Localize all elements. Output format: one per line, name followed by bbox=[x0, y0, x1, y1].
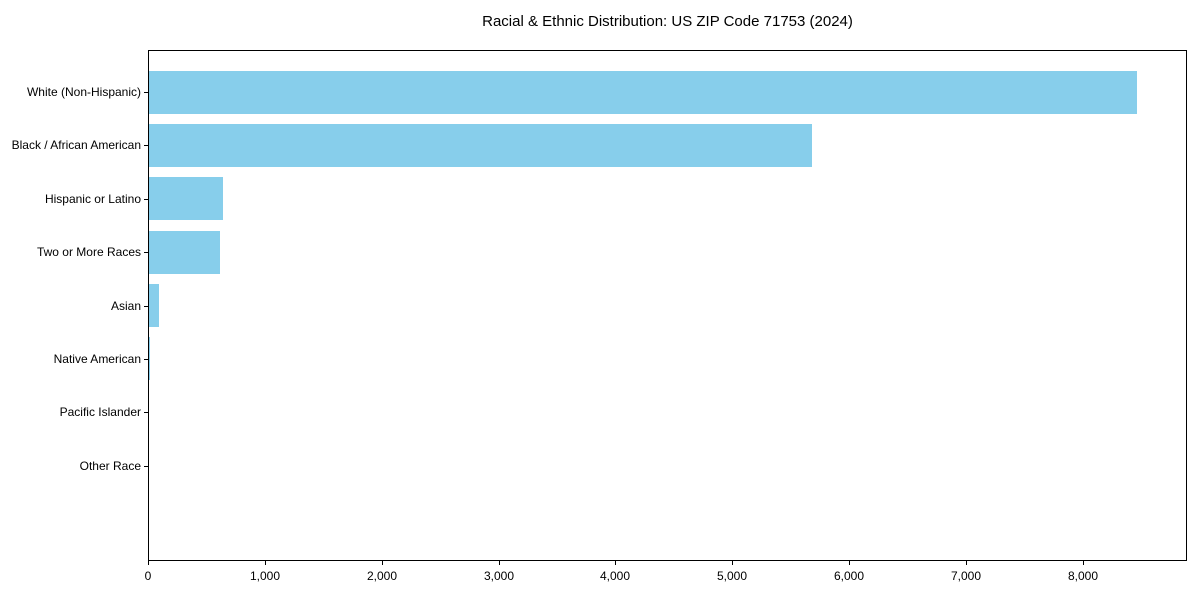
x-axis-label-7-000: 7,000 bbox=[950, 569, 982, 583]
x-axis-label-1-000: 1,000 bbox=[249, 569, 281, 583]
x-axis-tick bbox=[849, 561, 850, 565]
chart-title: Racial & Ethnic Distribution: US ZIP Cod… bbox=[482, 13, 853, 30]
y-axis-label-asian: Asian bbox=[110, 299, 141, 313]
bar-native-american bbox=[148, 337, 150, 380]
y-axis-label-two-or-more-races: Two or More Races bbox=[36, 245, 141, 259]
x-axis-tick bbox=[499, 561, 500, 565]
y-axis-tick bbox=[144, 412, 148, 413]
x-axis-tick bbox=[1083, 561, 1084, 565]
y-axis-label-white-non-hispanic: White (Non-Hispanic) bbox=[26, 85, 141, 99]
x-axis-label-8-000: 8,000 bbox=[1067, 569, 1099, 583]
x-axis-tick bbox=[966, 561, 967, 565]
x-axis-tick bbox=[265, 561, 266, 565]
bar-asian bbox=[148, 284, 159, 327]
y-axis-label-hispanic-or-latino: Hispanic or Latino bbox=[44, 192, 141, 206]
bar-two-or-more-races bbox=[148, 231, 220, 274]
y-axis-tick bbox=[144, 145, 148, 146]
y-axis-tick bbox=[144, 252, 148, 253]
y-axis-label-pacific-islander: Pacific Islander bbox=[59, 405, 141, 419]
y-axis-tick bbox=[144, 92, 148, 93]
bar-black-african-american bbox=[148, 124, 812, 167]
x-axis-tick bbox=[382, 561, 383, 565]
y-axis-tick bbox=[144, 306, 148, 307]
x-axis-tick bbox=[148, 561, 149, 565]
y-axis-label-native-american: Native American bbox=[53, 352, 141, 366]
plot-area bbox=[148, 50, 1187, 561]
bar-white-non-hispanic bbox=[148, 71, 1137, 114]
x-axis-label-6-000: 6,000 bbox=[833, 569, 865, 583]
x-axis-label-0: 0 bbox=[144, 569, 152, 583]
y-axis-tick bbox=[144, 466, 148, 467]
x-axis-label-5-000: 5,000 bbox=[716, 569, 748, 583]
y-axis-label-black-african-american: Black / African American bbox=[11, 138, 141, 152]
x-axis-label-4-000: 4,000 bbox=[599, 569, 631, 583]
y-axis-tick bbox=[144, 359, 148, 360]
x-axis-tick bbox=[615, 561, 616, 565]
y-axis-tick bbox=[144, 199, 148, 200]
x-axis-tick bbox=[732, 561, 733, 565]
x-axis-label-2-000: 2,000 bbox=[366, 569, 398, 583]
y-axis-label-other-race: Other Race bbox=[79, 459, 141, 473]
bar-hispanic-or-latino bbox=[148, 177, 223, 220]
x-axis-label-3-000: 3,000 bbox=[483, 569, 515, 583]
